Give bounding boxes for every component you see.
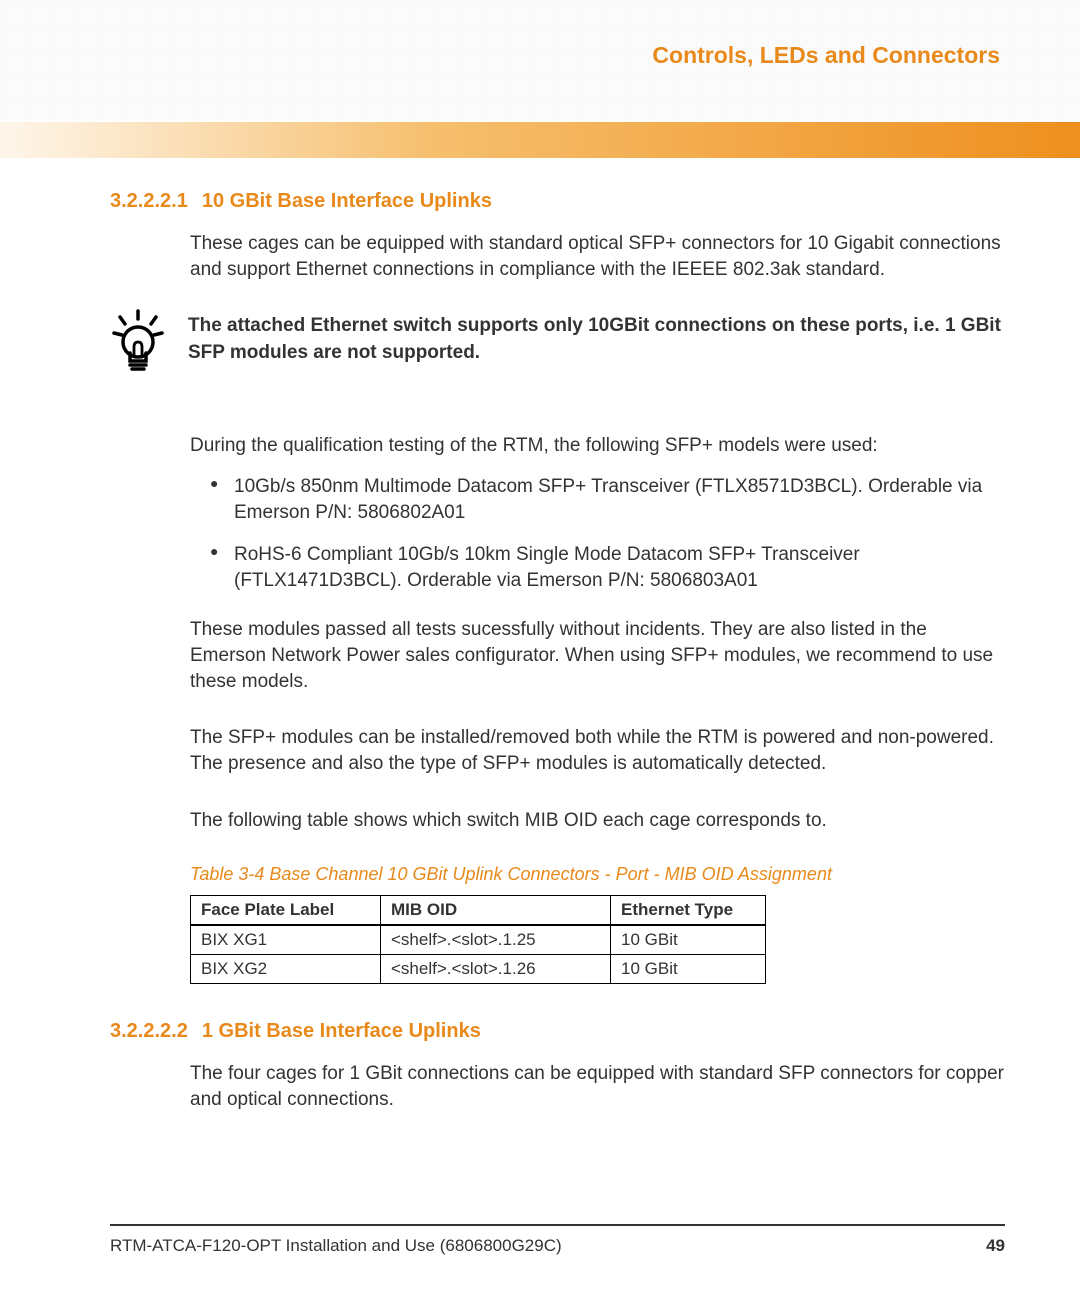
list-item: 10Gb/s 850nm Multimode Datacom SFP+ Tran… — [210, 474, 1005, 526]
table-cell: BIX XG1 — [191, 925, 381, 955]
tip-note: The attached Ethernet switch supports on… — [110, 313, 1005, 383]
table-caption: Table 3-4 Base Channel 10 GBit Uplink Co… — [190, 864, 1005, 885]
section-title: 1 GBit Base Interface Uplinks — [202, 1020, 481, 1043]
list-item: RoHS-6 Compliant 10Gb/s 10km Single Mode… — [210, 542, 1005, 594]
table-header: Ethernet Type — [611, 895, 766, 925]
table-header-row: Face Plate Label MIB OID Ethernet Type — [191, 895, 766, 925]
lightbulb-icon — [110, 309, 166, 383]
table-cell: <shelf>.<slot>.1.26 — [381, 954, 611, 983]
table-row: BIX XG2 <shelf>.<slot>.1.26 10 GBit — [191, 954, 766, 983]
para2-text: During the qualification testing of the … — [190, 435, 878, 456]
section-title: 10 GBit Base Interface Uplinks — [202, 190, 492, 213]
table-cell: BIX XG2 — [191, 954, 381, 983]
section-heading-2: 3.2.2.2.2 1 GBit Base Interface Uplinks — [110, 1020, 1005, 1043]
tip-text: The attached Ethernet switch supports on… — [188, 313, 1005, 366]
header-gradient-bar — [0, 122, 1080, 158]
page-content: 3.2.2.2.1 10 GBit Base Interface Uplinks… — [110, 190, 1005, 1143]
intro-paragraph: These cages can be equipped with standar… — [190, 231, 1005, 283]
page-footer: RTM-ATCA-F120-OPT Installation and Use (… — [110, 1224, 1005, 1256]
table-cell: 10 GBit — [611, 954, 766, 983]
sfp-model-list: 10Gb/s 850nm Multimode Datacom SFP+ Tran… — [210, 474, 1005, 595]
table-header: MIB OID — [381, 895, 611, 925]
footer-page-number: 49 — [986, 1236, 1005, 1256]
table-cell: 10 GBit — [611, 925, 766, 955]
section-heading-1: 3.2.2.2.1 10 GBit Base Interface Uplinks — [110, 190, 1005, 213]
section2-intro: The four cages for 1 GBit connections ca… — [190, 1061, 1005, 1113]
section-number: 3.2.2.2.1 — [110, 190, 188, 213]
table-header: Face Plate Label — [191, 895, 381, 925]
mib-oid-table: Face Plate Label MIB OID Ethernet Type B… — [190, 895, 766, 984]
table-intro-paragraph: The following table shows which switch M… — [190, 808, 1005, 834]
section-number: 3.2.2.2.2 — [110, 1020, 188, 1043]
table-cell: <shelf>.<slot>.1.25 — [381, 925, 611, 955]
qualification-paragraph: During the qualification testing of the … — [190, 433, 1005, 594]
footer-doc-reference: RTM-ATCA-F120-OPT Installation and Use (… — [110, 1236, 562, 1256]
install-remove-paragraph: The SFP+ modules can be installed/remove… — [190, 725, 1005, 777]
modules-passed-paragraph: These modules passed all tests sucessful… — [190, 617, 1005, 696]
table-row: BIX XG1 <shelf>.<slot>.1.25 10 GBit — [191, 925, 766, 955]
chapter-title: Controls, LEDs and Connectors — [652, 42, 1000, 69]
